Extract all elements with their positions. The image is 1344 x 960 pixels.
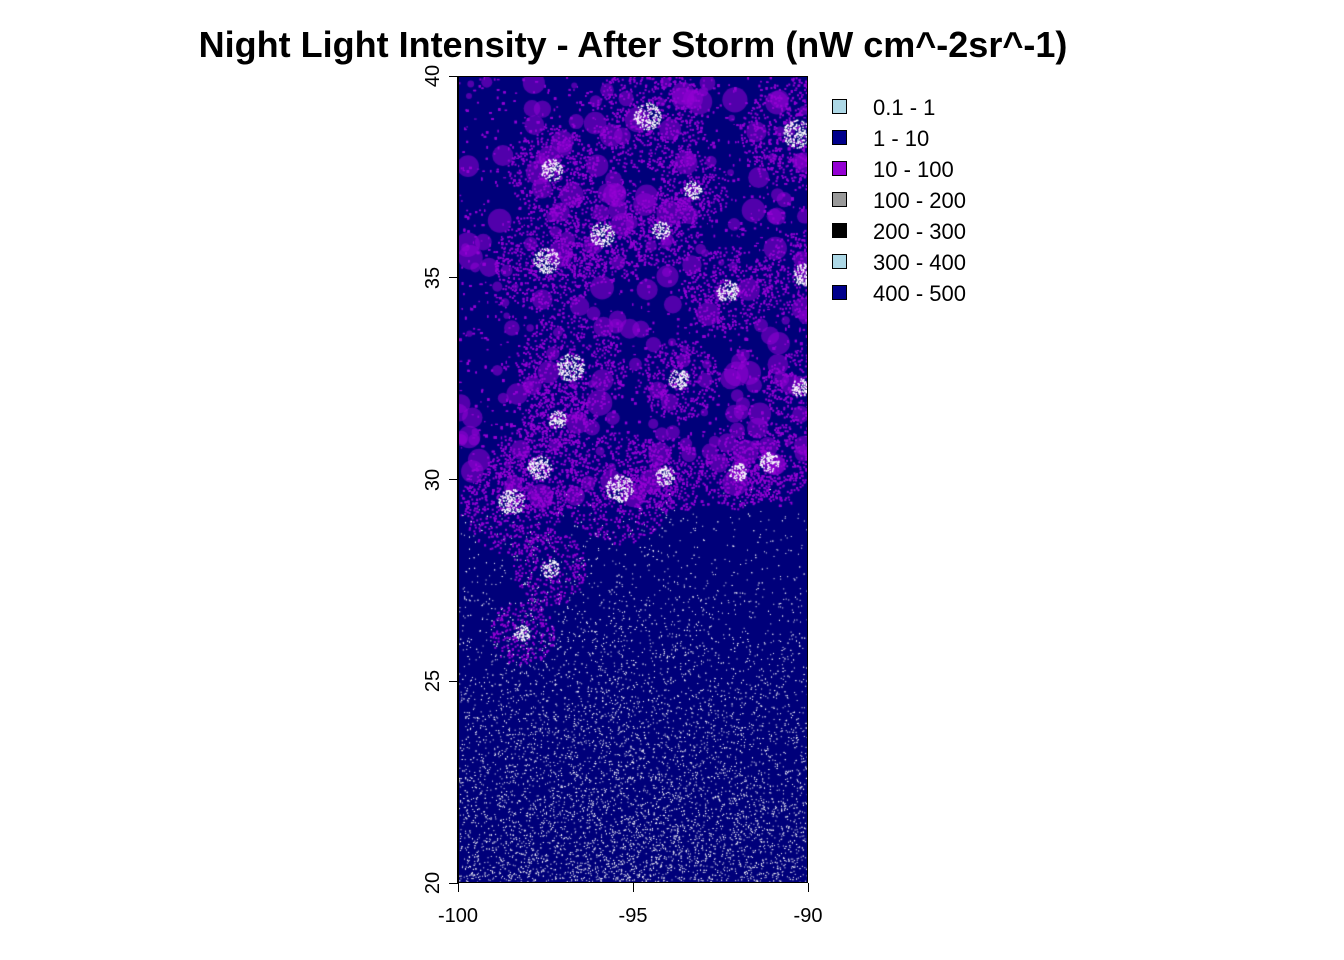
night-light-raster — [459, 77, 807, 882]
y-tick-label: 40 — [422, 64, 444, 88]
legend-label: 1 - 10 — [873, 126, 930, 151]
y-tick-label: 20 — [422, 871, 444, 895]
legend-swatch — [832, 223, 847, 238]
legend-swatch — [832, 192, 847, 207]
y-axis-tick — [449, 680, 458, 682]
x-tick-label: -95 — [618, 905, 648, 927]
x-axis-tick — [807, 883, 809, 892]
y-axis-tick — [449, 479, 458, 480]
x-tick-label: -100 — [437, 905, 479, 927]
legend-swatch — [832, 99, 847, 114]
legend-label: 200 - 300 — [873, 219, 966, 244]
legend-label: 0.1 - 1 — [873, 95, 936, 120]
legend-label: 10 - 100 — [873, 157, 954, 182]
x-axis-line — [458, 882, 808, 883]
y-tick-label: 25 — [422, 670, 444, 693]
y-tick-label: 30 — [422, 468, 444, 491]
y-axis-tick — [449, 882, 458, 884]
y-axis-tick — [449, 75, 458, 77]
x-tick-label: -90 — [793, 905, 823, 927]
x-axis-tick — [457, 883, 459, 892]
legend-swatch — [832, 254, 847, 269]
legend-label: 400 - 500 — [873, 281, 966, 306]
y-axis-tick — [449, 277, 458, 279]
legend-swatch — [832, 285, 847, 300]
legend-label: 300 - 400 — [873, 250, 966, 275]
map-title: Night Light Intensity - After Storm (nW … — [198, 24, 1068, 65]
legend-swatch — [832, 161, 847, 176]
y-tick-label: 35 — [422, 266, 444, 289]
legend-label: 100 - 200 — [873, 188, 966, 213]
map-plot-area — [458, 76, 808, 883]
x-axis-tick — [632, 883, 634, 892]
legend-swatch — [832, 130, 847, 145]
